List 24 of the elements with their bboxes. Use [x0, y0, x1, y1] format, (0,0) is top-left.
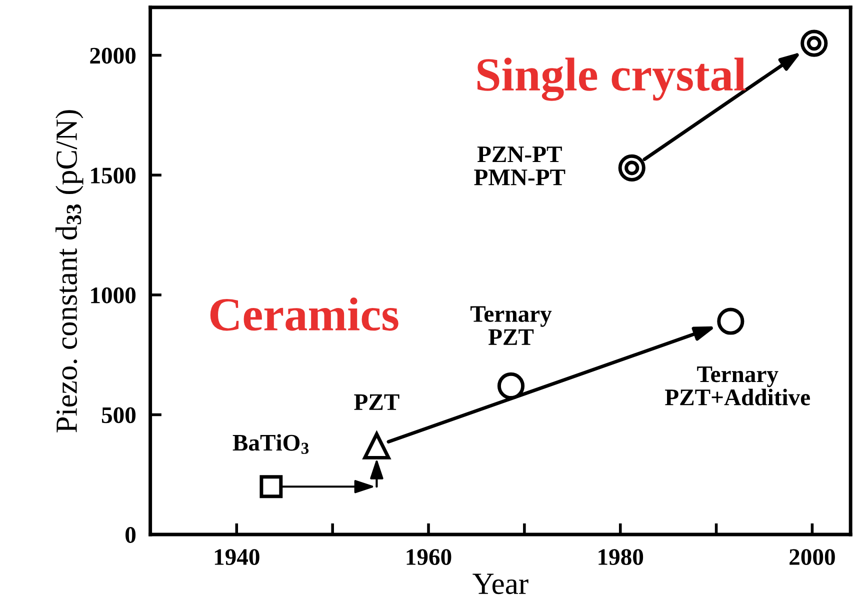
- x-tick-label: 2000: [790, 549, 835, 566]
- annotation: Ternary PZT: [470, 306, 552, 345]
- x-tick-label: 1960: [406, 549, 452, 566]
- point: [800, 30, 828, 57]
- point: [717, 308, 744, 335]
- x-tick-label: 1980: [598, 549, 644, 566]
- y-tick-label: 1000: [91, 287, 136, 304]
- annotation: Single crystal: [478, 58, 746, 101]
- point: [497, 372, 525, 400]
- x-tick-label: 1940: [214, 549, 260, 566]
- annotation: PZN-PT PMN-PT: [474, 146, 566, 186]
- annotation: PZT: [354, 394, 400, 410]
- x-axis-title: Year: [472, 574, 528, 594]
- y-tick-label: 1500: [91, 168, 136, 184]
- point: [260, 475, 283, 498]
- annotation: BaTiO$_{3}$: [232, 434, 309, 454]
- point: [618, 154, 646, 182]
- y-axis-title: Piezo. constant d$_{33}$ (pC/N): [56, 110, 84, 432]
- point: [363, 432, 390, 460]
- annotation: Ternary PZT+Additive: [665, 366, 810, 406]
- y-tick-label: 500: [102, 407, 136, 424]
- y-tick-label: 2000: [90, 48, 136, 64]
- y-tick-label: 0: [126, 527, 136, 543]
- annotation: Ceramics: [210, 297, 398, 331]
